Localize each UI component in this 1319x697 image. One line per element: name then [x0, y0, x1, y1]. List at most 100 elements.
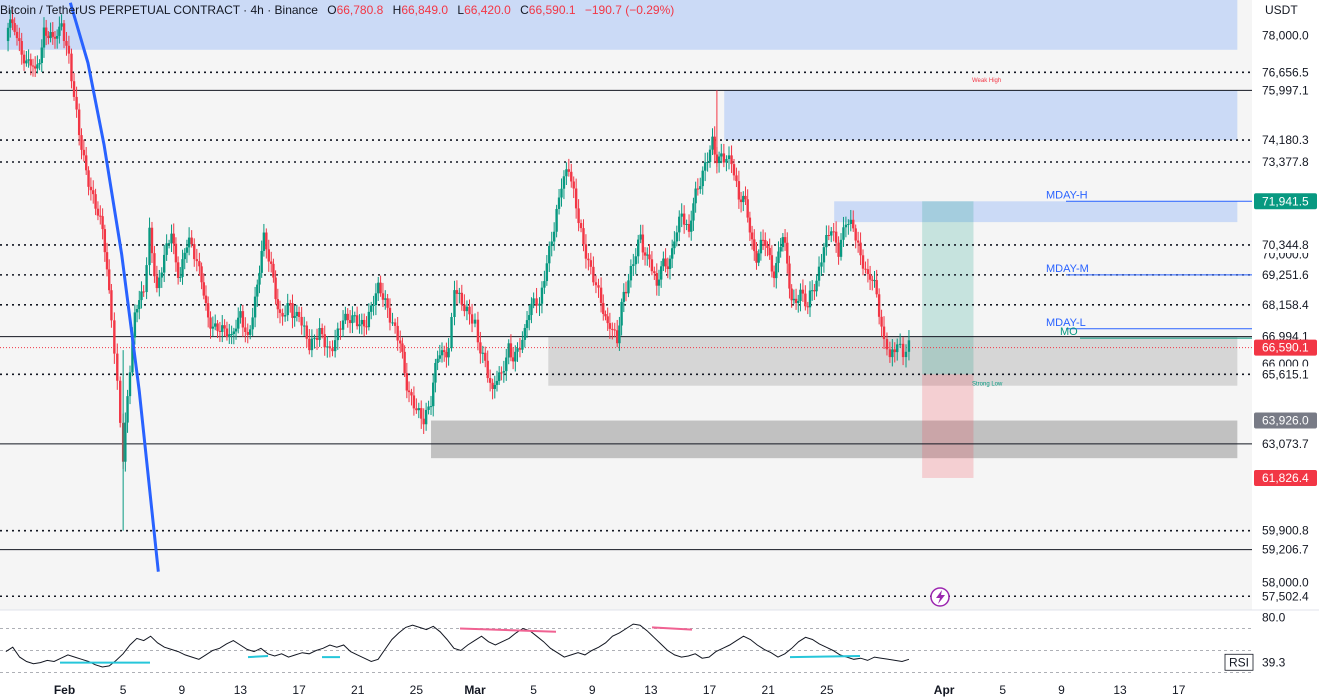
candle-body[interactable]: [673, 241, 676, 249]
candle-body[interactable]: [67, 45, 71, 54]
candle-body[interactable]: [230, 334, 233, 336]
candle-body[interactable]: [422, 418, 425, 425]
candle-body[interactable]: [225, 328, 229, 337]
candle-body[interactable]: [94, 194, 97, 209]
currency-unit-label[interactable]: USDT: [1265, 3, 1298, 17]
candle-body[interactable]: [781, 237, 785, 248]
candle-body[interactable]: [463, 304, 466, 312]
candle-body[interactable]: [202, 282, 205, 296]
candle-body[interactable]: [739, 199, 743, 203]
candle-body[interactable]: [367, 311, 371, 328]
candle-body[interactable]: [65, 41, 68, 46]
candle-body[interactable]: [810, 290, 814, 292]
candle-body[interactable]: [221, 325, 224, 332]
candle-body[interactable]: [401, 343, 404, 352]
candle-body[interactable]: [22, 54, 26, 64]
candle-body[interactable]: [124, 422, 127, 462]
candle-body[interactable]: [198, 261, 201, 267]
candle-body[interactable]: [550, 241, 553, 246]
candle-body[interactable]: [348, 320, 352, 324]
candle-body[interactable]: [99, 215, 102, 217]
rsi-divergence-line[interactable]: [459, 627, 557, 633]
level-price-label-bg[interactable]: [1254, 236, 1317, 253]
candle-body[interactable]: [582, 228, 585, 245]
candle-body[interactable]: [278, 309, 282, 313]
candle-body[interactable]: [165, 243, 168, 255]
candle-body[interactable]: [187, 237, 191, 248]
candle-body[interactable]: [815, 280, 818, 292]
candle-body[interactable]: [737, 181, 741, 200]
candle-body[interactable]: [262, 232, 266, 251]
candle-body[interactable]: [808, 290, 812, 308]
candle-body[interactable]: [443, 350, 446, 352]
candle-body[interactable]: [468, 306, 471, 315]
candle-body[interactable]: [868, 274, 872, 280]
candle-body[interactable]: [545, 263, 549, 282]
candle-body[interactable]: [680, 213, 683, 217]
candle-body[interactable]: [643, 252, 647, 256]
candle-body[interactable]: [668, 258, 672, 270]
level-price-label[interactable]: 63,073.7: [1262, 437, 1309, 451]
candle-body[interactable]: [813, 290, 816, 292]
candle-body[interactable]: [530, 303, 533, 316]
candle-body[interactable]: [370, 305, 373, 312]
candle-body[interactable]: [25, 60, 28, 64]
trend-line[interactable]: [68, 2, 160, 572]
candle-body[interactable]: [193, 244, 196, 260]
candle-body[interactable]: [825, 235, 828, 248]
candle-body[interactable]: [216, 323, 219, 331]
candle-body[interactable]: [256, 284, 259, 297]
candle-body[interactable]: [682, 213, 686, 225]
candle-body[interactable]: [627, 280, 630, 294]
candle-body[interactable]: [875, 280, 878, 295]
candle-body[interactable]: [438, 355, 442, 359]
candle-body[interactable]: [13, 23, 16, 32]
candle-body[interactable]: [797, 301, 800, 303]
candle-body[interactable]: [412, 395, 416, 409]
candle-body[interactable]: [685, 223, 688, 225]
candle-body[interactable]: [453, 290, 456, 318]
candle-body[interactable]: [882, 326, 886, 340]
candle-body[interactable]: [662, 258, 665, 267]
candle-body[interactable]: [336, 328, 339, 341]
candle-body[interactable]: [613, 329, 616, 331]
candle-body[interactable]: [641, 234, 645, 253]
candle-body[interactable]: [377, 282, 380, 294]
candle-body[interactable]: [110, 290, 113, 321]
candle-body[interactable]: [234, 328, 238, 332]
candle-body[interactable]: [616, 330, 619, 344]
candle-body[interactable]: [827, 235, 831, 237]
candle-body[interactable]: [574, 188, 578, 209]
candle-body[interactable]: [11, 19, 14, 24]
candle-body[interactable]: [891, 349, 894, 358]
candle-body[interactable]: [856, 240, 860, 243]
candle-body[interactable]: [360, 319, 364, 325]
candle-body[interactable]: [251, 317, 254, 330]
candle-body[interactable]: [839, 239, 843, 257]
level-price-label-bg[interactable]: [1254, 366, 1317, 383]
candle-body[interactable]: [295, 311, 299, 316]
candle-body[interactable]: [6, 27, 10, 42]
level-price-label-bg[interactable]: [1254, 541, 1317, 558]
candle-body[interactable]: [493, 384, 496, 389]
level-price-label[interactable]: 74,180.3: [1262, 133, 1309, 147]
candle-body[interactable]: [696, 188, 700, 190]
supply-zone[interactable]: [724, 90, 1238, 141]
candle-body[interactable]: [244, 327, 247, 332]
candle-body[interactable]: [135, 308, 139, 313]
rsi-divergence-line[interactable]: [789, 655, 861, 659]
candle-body[interactable]: [434, 362, 437, 383]
candle-body[interactable]: [300, 316, 303, 326]
candle-body[interactable]: [140, 291, 143, 301]
candle-body[interactable]: [246, 331, 249, 335]
candle-body[interactable]: [495, 380, 499, 385]
candle-body[interactable]: [162, 254, 166, 273]
candle-body[interactable]: [126, 396, 129, 423]
level-price-label[interactable]: 76,656.5: [1262, 65, 1309, 79]
candle-body[interactable]: [801, 289, 805, 294]
candle-body[interactable]: [521, 339, 524, 350]
candle-body[interactable]: [148, 227, 151, 266]
candle-body[interactable]: [706, 162, 709, 164]
candle-body[interactable]: [562, 176, 566, 189]
candle-body[interactable]: [62, 23, 66, 42]
